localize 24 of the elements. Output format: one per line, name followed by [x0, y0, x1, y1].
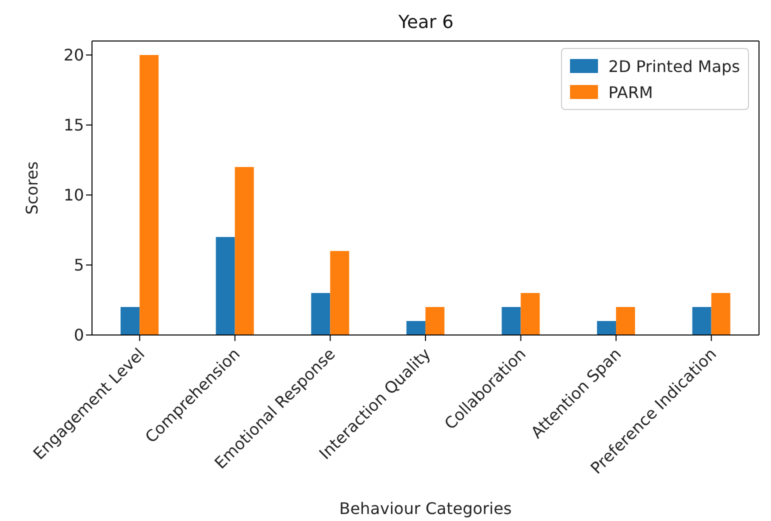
bar: [711, 293, 730, 335]
bar: [140, 55, 159, 335]
bar: [597, 321, 616, 335]
y-tick-label: 10: [64, 186, 84, 205]
bar: [120, 307, 140, 335]
y-tick-label: 20: [64, 46, 84, 65]
y-axis-title: Scores: [22, 161, 42, 215]
legend-label: PARM: [608, 82, 653, 102]
chart-title: Year 6: [397, 12, 455, 33]
bar: [330, 251, 350, 335]
bar: [692, 307, 712, 335]
bar: [216, 237, 235, 335]
bar: [311, 293, 330, 335]
bar: [425, 307, 444, 335]
y-tick-label: 5: [74, 256, 84, 275]
bar: [406, 321, 426, 335]
x-axis-title: Behaviour Categories: [339, 499, 512, 518]
legend-label: 2D Printed Maps: [608, 56, 740, 76]
bar: [520, 293, 540, 335]
bar: [502, 307, 521, 335]
y-tick-label: 15: [64, 116, 84, 135]
bar: [616, 307, 636, 335]
bar: [234, 167, 254, 335]
y-tick-label: 0: [74, 326, 84, 345]
